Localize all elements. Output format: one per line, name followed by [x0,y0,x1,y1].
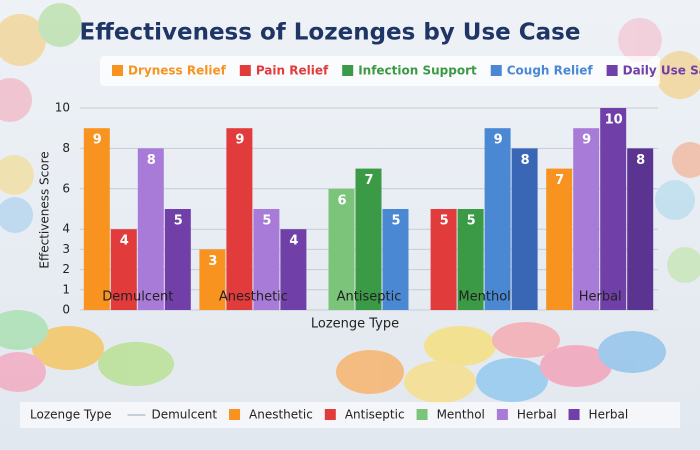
candy-decoration [0,3,700,283]
value-label: 8 [636,153,645,168]
value-label: 8 [147,153,156,168]
candy-decoration [0,310,666,403]
legend-swatch [490,65,502,76]
bar [546,168,573,310]
value-label: 9 [93,133,102,148]
bottom-legend-label: Menthol [437,408,485,422]
value-label: 4 [120,234,129,249]
legend-label: Pain Relief [256,64,329,78]
bar [511,148,538,310]
value-label: 9 [582,133,591,148]
bottom-legend-label: Herbal [589,408,629,422]
value-label: 5 [262,214,271,229]
legend-box [100,56,660,86]
value-label: 7 [555,173,564,188]
legend-label: Cough Relief [507,64,594,78]
bottom-legend-label: Anesthetic [249,408,313,422]
value-label: 10 [605,113,623,128]
legend-label: Infection Support [358,64,477,78]
y-tick-label: 0 [62,303,70,317]
legend-label: Dryness Relief [128,64,227,78]
x-tick-label: Menthol [458,290,510,305]
value-label: 3 [208,254,217,269]
chart-title: Effectiveness of Lozenges by Use Case [80,20,581,46]
y-tick-label: 6 [62,181,70,195]
x-tick-label: Anesthetic [219,290,288,305]
bar [627,148,654,310]
legend-label: Daily Use Safety [623,64,700,78]
value-label: 7 [364,173,373,188]
legend-swatch [416,409,428,420]
value-label: 6 [337,193,346,208]
legend-swatch [496,409,508,420]
y-tick-label: 4 [62,222,70,236]
bar [382,209,409,310]
bar [83,128,110,310]
bar [110,229,137,310]
y-tick-label: 1 [62,282,70,296]
bar [484,128,511,310]
x-tick-label: Demulcent [102,290,173,305]
bar [457,209,484,310]
bottom-legend-label: Antiseptic [345,408,405,422]
legend-swatch [606,65,618,76]
legend-swatch [324,409,336,420]
bottom-legend-title: Lozenge Type [30,408,111,422]
bar [280,229,307,310]
x-tick-label: Antiseptic [337,290,402,305]
y-tick-label: 10 [55,101,70,115]
bar [600,108,627,310]
bar [430,209,457,310]
bar [573,128,600,310]
bar [137,148,164,310]
bottom-legend-label: Herbal [517,408,557,422]
legend-swatch [229,409,241,420]
legend-swatch [568,409,580,420]
bar [253,209,280,310]
value-label: 9 [235,133,244,148]
value-label: 5 [440,214,449,229]
value-label: 5 [391,214,400,229]
legend-swatch [239,65,251,76]
x-tick-label: Herbal [579,290,622,305]
value-label: 4 [289,234,298,249]
value-label: 5 [174,214,183,229]
y-tick-label: 2 [62,262,70,276]
y-tick-label: 8 [62,141,70,155]
value-label: 8 [521,153,530,168]
legend-swatch [112,65,123,76]
y-tick-label: 3 [62,242,70,256]
x-axis-label: Lozenge Type [311,317,399,332]
bar [355,168,382,310]
legend-swatch [342,65,354,76]
y-axis-label: Effectiveness Score [38,151,52,268]
value-label: 5 [467,214,476,229]
value-label: 9 [494,133,503,148]
bar [199,249,226,310]
bar [164,209,191,310]
bar [328,188,355,310]
bar [226,128,253,310]
bottom-legend-label: Demulcent [151,408,217,422]
